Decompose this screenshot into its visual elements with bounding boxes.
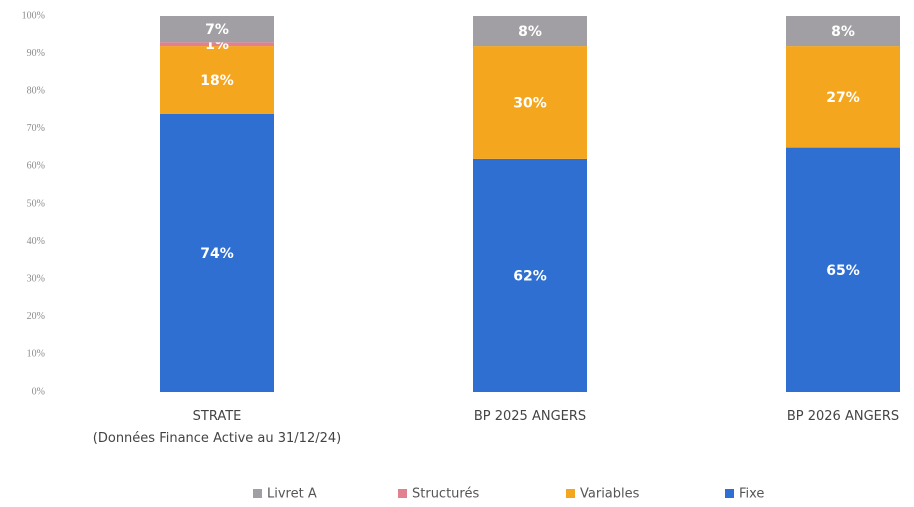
legend-label: Livret A — [267, 487, 317, 502]
value-label: 65% — [826, 263, 860, 279]
value-label: 8% — [831, 24, 855, 40]
bar-segment — [473, 46, 587, 159]
y-tick-label: 50% — [27, 198, 45, 209]
x-tick-label: STRATE (Données Finance Active au 31/12/… — [92, 409, 342, 446]
y-tick-label: 0% — [32, 386, 45, 397]
bar-segment — [160, 46, 274, 114]
value-label: 8% — [518, 24, 542, 40]
y-tick-label: 40% — [27, 236, 45, 247]
bar-segment — [786, 147, 900, 392]
bar-segment — [473, 16, 587, 47]
y-tick-label: 80% — [27, 85, 45, 96]
legend-swatch — [566, 489, 575, 498]
bar-segment — [160, 42, 274, 47]
y-tick-label: 20% — [27, 311, 45, 322]
value-label: 30% — [513, 95, 547, 111]
bar-segment — [786, 16, 900, 47]
y-tick-label: 10% — [27, 349, 45, 360]
x-tick-label: BP 2025 ANGERS — [473, 409, 587, 424]
legend-swatch — [398, 489, 407, 498]
y-tick-label: 70% — [27, 123, 45, 134]
x-tick-label: BP 2026 ANGERS — [786, 409, 900, 424]
bar-segment — [160, 16, 274, 43]
bar-segment — [473, 158, 587, 392]
y-tick-label: 30% — [27, 273, 45, 284]
legend-swatch — [253, 489, 262, 498]
y-tick-label: 90% — [27, 48, 45, 59]
y-tick-label: 100% — [22, 10, 45, 21]
legend-label: Fixe — [739, 487, 764, 502]
legend-label: Structurés — [412, 487, 479, 502]
value-label: 27% — [826, 90, 860, 106]
y-tick-label: 60% — [27, 161, 45, 172]
bar-segment — [786, 46, 900, 148]
value-label: 18% — [200, 73, 234, 89]
bar-segment — [160, 113, 274, 392]
legend-label: Variables — [580, 487, 640, 502]
value-label: 62% — [513, 268, 547, 284]
value-label: 7% — [205, 22, 229, 38]
value-label: 74% — [200, 246, 234, 262]
legend-swatch — [725, 489, 734, 498]
